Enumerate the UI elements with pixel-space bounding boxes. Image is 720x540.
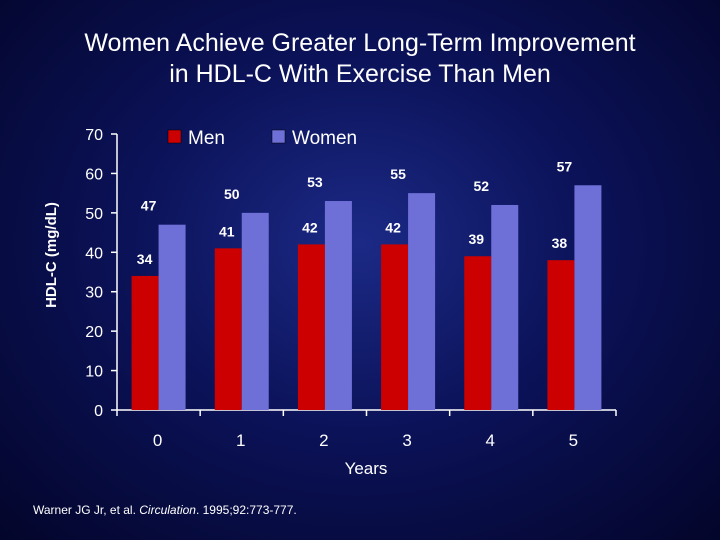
data-label-women: 47 xyxy=(141,198,157,214)
data-label-men: 41 xyxy=(219,223,235,239)
x-tick-label: 1 xyxy=(236,431,245,450)
y-axis-label: HDL-C (mg/dL) xyxy=(43,202,60,308)
data-label-women: 52 xyxy=(473,178,489,194)
x-tick-label: 2 xyxy=(319,431,328,450)
y-tick-label: 70 xyxy=(85,127,103,144)
bar-women-year-2 xyxy=(324,201,352,410)
bar-men-year-4 xyxy=(464,256,492,410)
bar-women-year-0 xyxy=(158,224,186,410)
chart-bars xyxy=(131,185,602,410)
bar-men-year-2 xyxy=(297,244,325,410)
legend-swatch-men xyxy=(167,129,182,144)
citation-details: . 1995;92:773-777. xyxy=(195,503,297,517)
data-label-men: 42 xyxy=(385,219,401,235)
x-axis-label: Years xyxy=(345,459,388,478)
chart-title-line-1: Women Achieve Greater Long-Term Improvem… xyxy=(84,29,636,57)
citation-journal: Circulation xyxy=(139,503,196,517)
bar-men-year-3 xyxy=(381,244,409,410)
chart-legend: Men Women xyxy=(167,128,357,149)
data-label-men: 34 xyxy=(137,251,153,267)
legend-label-women: Women xyxy=(292,128,357,149)
bar-women-year-5 xyxy=(574,185,602,410)
data-label-women: 57 xyxy=(557,158,573,174)
legend-swatch-women xyxy=(271,129,286,144)
bar-men-year-5 xyxy=(547,260,575,410)
chart-title: Women Achieve Greater Long-Term Improvem… xyxy=(0,28,720,90)
data-label-women: 53 xyxy=(307,174,323,190)
bar-men-year-0 xyxy=(131,275,159,410)
bar-men-year-1 xyxy=(214,248,242,410)
y-tick-label: 0 xyxy=(94,403,103,420)
chart-data-labels: 34 41 42 42 39 38 47 50 53 55 52 57 xyxy=(137,158,573,267)
citation-authors: Warner JG Jr, et al. xyxy=(33,503,136,517)
bar-women-year-1 xyxy=(241,212,269,410)
x-tick-label: 3 xyxy=(402,431,411,450)
x-tick-label: 0 xyxy=(153,431,162,450)
y-tick-label: 10 xyxy=(85,364,103,381)
y-tick-label: 20 xyxy=(85,324,103,341)
y-tick-label: 30 xyxy=(85,285,103,302)
data-label-women: 50 xyxy=(224,186,240,202)
data-label-men: 38 xyxy=(552,235,568,251)
y-tick-label: 50 xyxy=(85,206,103,223)
bar-women-year-4 xyxy=(491,204,519,410)
y-tick-label: 60 xyxy=(85,166,103,183)
data-label-men: 39 xyxy=(468,231,484,247)
legend-label-men: Men xyxy=(188,128,225,149)
data-label-men: 42 xyxy=(302,219,318,235)
chart-title-line-2: in HDL-C With Exercise Than Men xyxy=(169,60,551,88)
bar-women-year-3 xyxy=(408,193,436,410)
y-tick-label: 40 xyxy=(85,245,103,262)
x-tick-label: 4 xyxy=(486,431,495,450)
data-label-women: 55 xyxy=(390,166,406,182)
citation: Warner JG Jr, et al. Circulation. 1995;9… xyxy=(33,503,297,517)
x-tick-label: 5 xyxy=(569,431,578,450)
